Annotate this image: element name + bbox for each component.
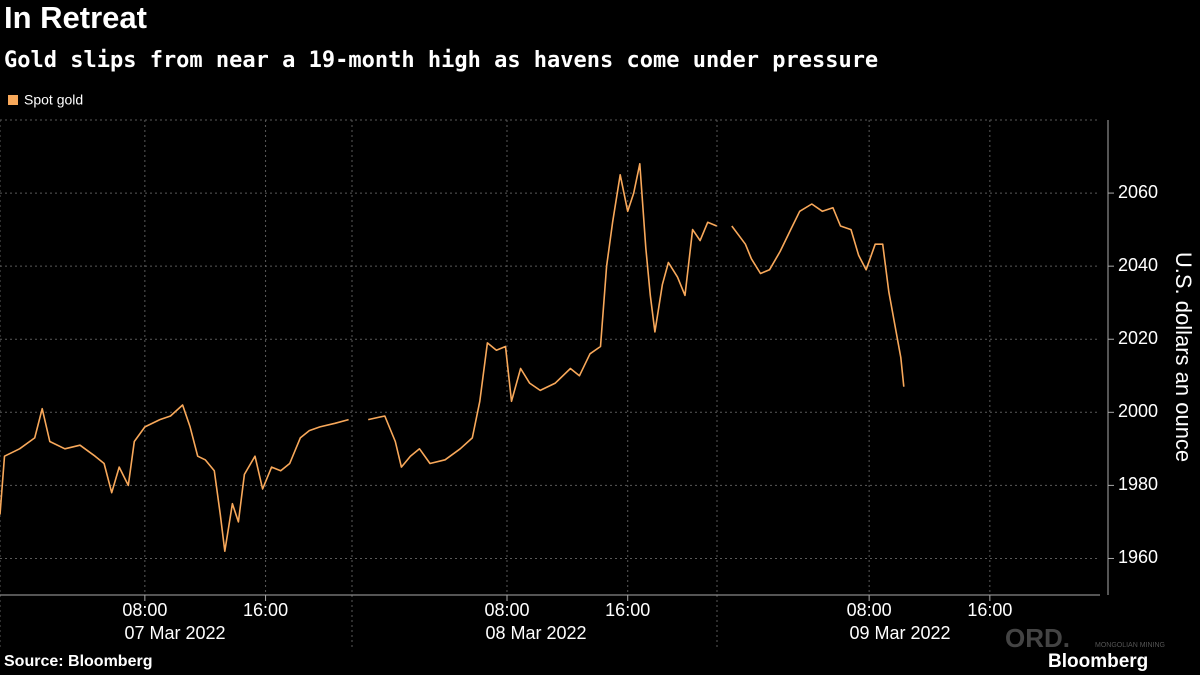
x-tick-label: 16:00 (243, 600, 288, 620)
watermark: MONGOLIAN MINING (1095, 642, 1165, 649)
source: Source: Bloomberg (4, 653, 152, 670)
x-tick-label: 08:00 (847, 600, 892, 620)
x-group-label: 09 Mar 2022 (849, 623, 950, 643)
watermark: ORD. (1005, 623, 1070, 653)
y-tick-label: 2000 (1118, 401, 1158, 421)
x-tick-label: 16:00 (967, 600, 1012, 620)
y-tick-label: 2020 (1118, 328, 1158, 348)
y-tick-label: 2060 (1118, 182, 1158, 202)
y-tick-label: 1980 (1118, 474, 1158, 494)
legend-label: Spot gold (24, 92, 83, 108)
y-tick-label: 1960 (1118, 547, 1158, 567)
x-tick-label: 16:00 (605, 600, 650, 620)
legend-swatch (8, 95, 18, 105)
y-tick-label: 2040 (1118, 255, 1158, 275)
x-tick-label: 08:00 (484, 600, 529, 620)
x-group-label: 08 Mar 2022 (485, 623, 586, 643)
y-axis-label: U.S. dollars an ounce (1171, 252, 1196, 462)
brand: Bloomberg (1048, 651, 1148, 672)
price-line (0, 163, 905, 552)
chart-title: In Retreat (4, 0, 147, 35)
x-group-label: 07 Mar 2022 (124, 623, 225, 643)
x-tick-label: 08:00 (122, 600, 167, 620)
chart-subtitle: Gold slips from near a 19-month high as … (4, 48, 878, 73)
